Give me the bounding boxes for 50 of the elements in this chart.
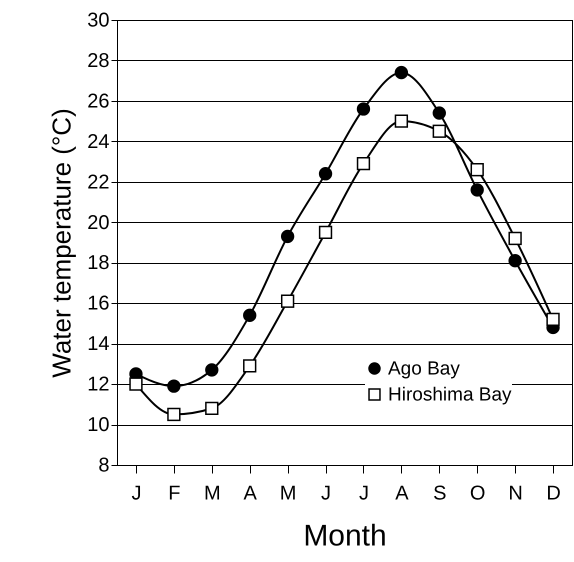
x-tick-label: J	[131, 482, 142, 504]
y-tick-label: 16	[87, 292, 110, 315]
point	[432, 106, 446, 120]
point	[318, 226, 332, 240]
point	[508, 232, 522, 246]
point	[394, 114, 408, 128]
legend-label: Hiroshima Bay	[388, 384, 512, 406]
point	[205, 363, 218, 377]
y-tick-label: 24	[87, 130, 110, 153]
point	[129, 377, 143, 391]
point	[243, 359, 256, 373]
point	[508, 254, 522, 268]
y-tick-label: 22	[87, 171, 110, 194]
x-tick-label: A	[395, 482, 410, 504]
point	[356, 102, 370, 116]
y-tick-label: 26	[87, 90, 110, 112]
y-tick-label: 10	[87, 414, 110, 436]
y-tick-label: 18	[87, 252, 110, 274]
x-tick-label: M	[204, 482, 221, 504]
point	[470, 163, 484, 176]
y-tick-label: 20	[87, 212, 110, 234]
y-tick-label: 14	[87, 333, 110, 356]
x-tick-label: F	[168, 482, 180, 504]
x-tick-label: D	[546, 482, 561, 504]
y-tick-label: 30	[87, 10, 110, 32]
x-tick-label: M	[280, 482, 296, 504]
point	[205, 402, 218, 416]
x-tick-label: A	[244, 482, 258, 504]
point	[546, 312, 560, 326]
point	[432, 124, 446, 138]
point	[470, 183, 484, 197]
point	[280, 230, 294, 244]
point	[394, 66, 408, 80]
x-axis-title: Month	[303, 520, 387, 552]
point	[318, 167, 332, 180]
x-tick-label: J	[358, 482, 369, 504]
x-tick-label: J	[321, 482, 332, 504]
point	[243, 308, 256, 322]
y-axis-title: Water temperature (°C)	[46, 108, 76, 378]
y-tick-label: 8	[98, 454, 110, 476]
point	[280, 294, 294, 308]
point	[356, 156, 370, 170]
y-tick-label: 28	[87, 50, 110, 72]
x-tick-label: O	[470, 482, 486, 504]
y-tick-label: 12	[87, 374, 110, 396]
x-tick-label: N	[508, 482, 523, 504]
legend-label: Ago Bay	[388, 358, 460, 380]
x-tick-label: S	[433, 482, 446, 504]
point	[167, 408, 181, 422]
point	[167, 379, 181, 393]
